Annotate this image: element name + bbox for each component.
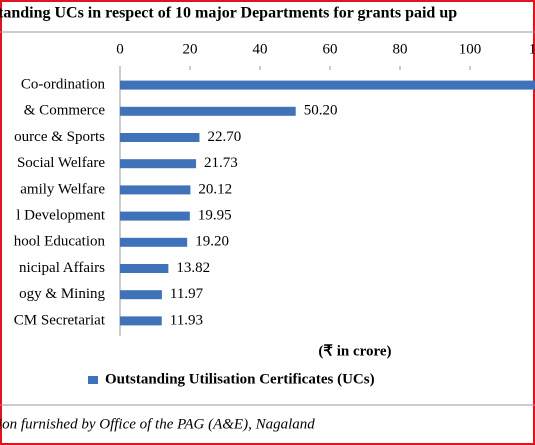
category-label: Co-ordination (21, 77, 106, 93)
category-label: nicipal Affairs (19, 260, 105, 276)
value-label: 50.20 (304, 103, 338, 119)
category-label: ource & Sports (14, 129, 105, 145)
category-label: amily Welfare (20, 181, 105, 197)
bar (120, 133, 200, 142)
source: ion furnished by Office of the PAG (A&E)… (0, 416, 315, 432)
x-tick-label: 100 (459, 41, 482, 57)
category-label: & Commerce (24, 103, 106, 119)
bar (120, 80, 535, 90)
x-tick-label: 40 (253, 41, 268, 57)
chart-title: tanding UCs in respect of 10 major Depar… (0, 5, 457, 22)
bar (120, 290, 162, 300)
bar (120, 237, 188, 247)
legend-label: Outstanding Utilisation Certificates (UC… (105, 371, 375, 387)
bar (120, 106, 296, 116)
value-label: 20.12 (198, 181, 232, 197)
x-tick-label: 80 (393, 41, 408, 57)
value-label: 21.73 (204, 155, 238, 171)
bar (120, 316, 162, 326)
value-label: 19.95 (198, 208, 232, 224)
bar (120, 159, 197, 169)
x-tick-label: 0 (116, 41, 124, 57)
category-label: l Development (16, 208, 106, 224)
x-tick-label: 120 (529, 41, 535, 57)
value-label: 11.97 (170, 286, 204, 302)
value-label: 13.82 (176, 260, 210, 276)
x-axis-label: (₹ in crore) (318, 343, 391, 359)
bar (120, 264, 169, 273)
bar (120, 185, 191, 195)
category-label: CM Secretariat (14, 312, 106, 328)
x-tick-label: 60 (323, 41, 338, 57)
category-label: ogy & Mining (19, 286, 105, 302)
legend-swatch (88, 376, 98, 384)
x-tick-label: 20 (183, 41, 198, 57)
value-label: 22.70 (207, 129, 241, 145)
bar (120, 211, 190, 221)
value-label: 11.93 (170, 312, 203, 328)
category-label: Social Welfare (17, 155, 105, 171)
category-label: hool Education (14, 234, 106, 250)
value-label: 19.20 (195, 234, 229, 250)
